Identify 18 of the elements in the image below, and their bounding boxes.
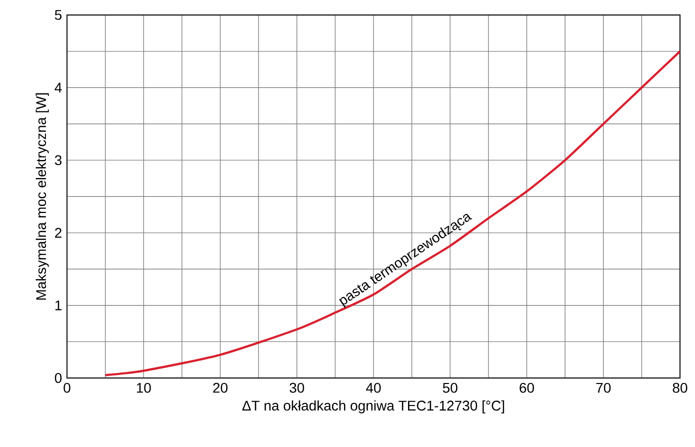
x-tick-label: 0 xyxy=(64,382,70,393)
x-tick-label: 40 xyxy=(366,382,381,393)
y-tick-label: 3 xyxy=(54,155,62,166)
y-tick-label: 4 xyxy=(54,82,62,92)
y-tick-label: 5 xyxy=(54,10,62,20)
y-tick-label: 1 xyxy=(55,300,62,310)
x-tick-label: 80 xyxy=(672,382,688,393)
x-axis-title: ΔT na okładkach ogniwa TEC1-12730 [°C] xyxy=(242,400,504,414)
x-tick-label: 10 xyxy=(136,382,151,393)
x-tick-label: 30 xyxy=(290,382,304,393)
y-axis-title: Maksymalna moc elektryczna [W] xyxy=(36,93,49,300)
x-tick-label: 20 xyxy=(213,382,228,393)
line-series xyxy=(104,50,680,376)
y-tick-label: 0 xyxy=(54,373,62,383)
x-tick-label: 50 xyxy=(442,382,458,393)
y-tick-label: 2 xyxy=(55,228,62,238)
x-tick-label: 70 xyxy=(596,382,611,393)
x-tick-label: 60 xyxy=(520,382,534,393)
